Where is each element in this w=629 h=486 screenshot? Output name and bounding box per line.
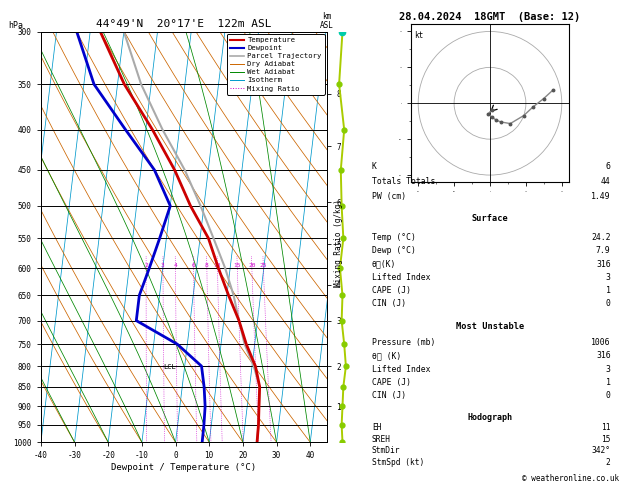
Title: 44°49'N  20°17'E  122m ASL: 44°49'N 20°17'E 122m ASL xyxy=(96,19,272,30)
Text: 316: 316 xyxy=(596,351,611,360)
Text: Totals Totals: Totals Totals xyxy=(372,177,435,186)
Text: 8: 8 xyxy=(205,263,209,268)
Text: CIN (J): CIN (J) xyxy=(372,391,406,400)
Text: 6: 6 xyxy=(192,263,196,268)
Text: Hodograph: Hodograph xyxy=(467,413,513,421)
Legend: Temperature, Dewpoint, Parcel Trajectory, Dry Adiabat, Wet Adiabat, Isotherm, Mi: Temperature, Dewpoint, Parcel Trajectory… xyxy=(226,34,325,95)
Text: K: K xyxy=(372,162,377,171)
Text: hPa: hPa xyxy=(8,20,23,30)
Text: Dewp (°C): Dewp (°C) xyxy=(372,246,416,256)
Text: 25: 25 xyxy=(260,263,267,268)
Text: CAPE (J): CAPE (J) xyxy=(372,286,411,295)
Text: © weatheronline.co.uk: © weatheronline.co.uk xyxy=(523,473,620,483)
Text: Lifted Index: Lifted Index xyxy=(372,364,430,374)
Text: θᴇ(K): θᴇ(K) xyxy=(372,260,396,269)
Text: 44: 44 xyxy=(601,177,611,186)
Text: 4: 4 xyxy=(174,263,177,268)
Text: 3: 3 xyxy=(161,263,165,268)
Text: 316: 316 xyxy=(596,260,611,269)
Text: CIN (J): CIN (J) xyxy=(372,299,406,308)
Text: LCL: LCL xyxy=(163,364,175,370)
Text: Mixing Ratio (g/kg): Mixing Ratio (g/kg) xyxy=(334,199,343,287)
Text: 6: 6 xyxy=(606,162,611,171)
Text: 28.04.2024  18GMT  (Base: 12): 28.04.2024 18GMT (Base: 12) xyxy=(399,12,581,22)
Text: 11: 11 xyxy=(601,423,611,432)
Text: 3: 3 xyxy=(606,364,611,374)
Text: 1006: 1006 xyxy=(591,338,611,347)
Text: 2: 2 xyxy=(144,263,148,268)
Text: 15: 15 xyxy=(601,434,611,444)
X-axis label: Dewpoint / Temperature (°C): Dewpoint / Temperature (°C) xyxy=(111,463,257,472)
Text: Pressure (mb): Pressure (mb) xyxy=(372,338,435,347)
Text: 342°: 342° xyxy=(592,446,611,455)
Text: 15: 15 xyxy=(233,263,241,268)
Text: 3: 3 xyxy=(606,273,611,282)
Text: StmSpd (kt): StmSpd (kt) xyxy=(372,458,424,467)
Text: 7.9: 7.9 xyxy=(596,246,611,256)
Text: SREH: SREH xyxy=(372,434,391,444)
Text: Lifted Index: Lifted Index xyxy=(372,273,430,282)
Text: PW (cm): PW (cm) xyxy=(372,191,406,201)
Text: 0: 0 xyxy=(606,299,611,308)
Text: 0: 0 xyxy=(606,391,611,400)
Text: 20: 20 xyxy=(248,263,255,268)
Text: StmDir: StmDir xyxy=(372,446,401,455)
Text: EH: EH xyxy=(372,423,381,432)
Text: 1.49: 1.49 xyxy=(591,191,611,201)
Text: 24.2: 24.2 xyxy=(591,233,611,242)
Text: Most Unstable: Most Unstable xyxy=(456,322,524,331)
Text: 1: 1 xyxy=(606,378,611,387)
Text: kt: kt xyxy=(415,32,424,40)
Text: Surface: Surface xyxy=(472,214,508,223)
Text: 2: 2 xyxy=(606,458,611,467)
Text: Temp (°C): Temp (°C) xyxy=(372,233,416,242)
Text: 10: 10 xyxy=(214,263,221,268)
Text: CAPE (J): CAPE (J) xyxy=(372,378,411,387)
Text: θᴇ (K): θᴇ (K) xyxy=(372,351,401,360)
Text: 1: 1 xyxy=(606,286,611,295)
Text: km
ASL: km ASL xyxy=(320,12,334,30)
